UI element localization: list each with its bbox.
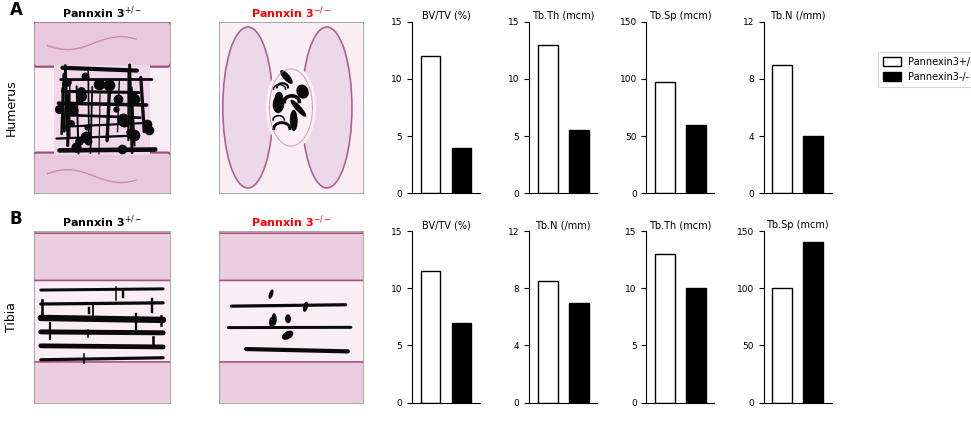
Title: Tb.Th (mcm): Tb.Th (mcm) [650, 220, 712, 230]
Point [115, 145, 130, 152]
Ellipse shape [281, 70, 292, 84]
Ellipse shape [222, 27, 273, 188]
Point [59, 79, 75, 86]
Bar [655, 254, 675, 403]
Legend: Pannexin3+/-, Pannexin3-/-: Pannexin3+/-, Pannexin3-/- [878, 52, 971, 87]
FancyBboxPatch shape [33, 22, 171, 67]
Text: A: A [10, 1, 22, 19]
Bar [569, 303, 588, 403]
Ellipse shape [269, 317, 274, 328]
Point [139, 120, 154, 127]
Ellipse shape [273, 95, 285, 113]
Title: Tb.Th (mcm): Tb.Th (mcm) [532, 11, 594, 21]
Bar [420, 271, 441, 403]
Y-axis label: Tibia: Tibia [5, 302, 17, 332]
Ellipse shape [303, 302, 308, 312]
Ellipse shape [269, 290, 274, 299]
Bar [686, 288, 706, 403]
Bar [538, 45, 557, 193]
Bar [569, 130, 588, 193]
Point [101, 81, 117, 88]
Ellipse shape [285, 314, 291, 323]
Point [90, 80, 106, 87]
Ellipse shape [266, 65, 317, 150]
Point [73, 87, 88, 94]
Point [121, 128, 137, 135]
Point [108, 106, 123, 113]
Point [78, 134, 93, 141]
Point [110, 95, 125, 102]
Bar [803, 242, 823, 403]
Text: B: B [10, 210, 22, 229]
Y-axis label: Humerus: Humerus [5, 79, 17, 136]
Title: BV/TV (%): BV/TV (%) [421, 220, 470, 230]
Bar [452, 148, 471, 193]
Point [79, 124, 94, 131]
Bar [803, 136, 823, 193]
Bar [655, 82, 675, 193]
Ellipse shape [302, 27, 352, 188]
Title: Tb.Sp (mcm): Tb.Sp (mcm) [649, 11, 712, 21]
Point [77, 73, 92, 80]
FancyBboxPatch shape [33, 152, 171, 197]
Point [68, 144, 84, 151]
Ellipse shape [296, 84, 309, 99]
FancyBboxPatch shape [218, 362, 364, 405]
Point [81, 138, 96, 145]
Title: BV/TV (%): BV/TV (%) [421, 11, 470, 21]
Point [126, 132, 142, 139]
Title: Tb.N (/mm): Tb.N (/mm) [770, 11, 825, 21]
Title: Pannxin 3$^{-/-}$: Pannxin 3$^{-/-}$ [251, 4, 331, 21]
Point [126, 95, 142, 102]
Ellipse shape [271, 313, 277, 326]
Point [63, 119, 79, 126]
Point [72, 94, 87, 101]
Ellipse shape [282, 331, 293, 340]
Point [74, 92, 89, 99]
FancyBboxPatch shape [33, 362, 171, 405]
Ellipse shape [275, 92, 284, 104]
Bar [54, 65, 150, 155]
Title: Tb.Sp (mcm): Tb.Sp (mcm) [766, 220, 829, 230]
Bar [772, 288, 792, 403]
FancyBboxPatch shape [218, 233, 364, 281]
Point [117, 117, 132, 124]
Bar [538, 281, 557, 403]
Point [116, 115, 131, 122]
Title: Pannxin 3$^{-/-}$: Pannxin 3$^{-/-}$ [251, 213, 331, 230]
Bar [452, 323, 471, 403]
Ellipse shape [290, 110, 298, 131]
Point [64, 107, 80, 114]
Title: Pannxin 3$^{+/-}$: Pannxin 3$^{+/-}$ [62, 4, 142, 21]
Ellipse shape [290, 100, 306, 117]
Point [72, 137, 87, 144]
Bar [686, 125, 706, 193]
Title: Tb.N (/mm): Tb.N (/mm) [535, 220, 591, 230]
Title: Pannxin 3$^{+/-}$: Pannxin 3$^{+/-}$ [62, 213, 142, 230]
Point [141, 126, 156, 133]
Bar [420, 56, 441, 193]
Bar [772, 65, 792, 193]
FancyBboxPatch shape [33, 233, 171, 281]
Point [51, 105, 67, 112]
